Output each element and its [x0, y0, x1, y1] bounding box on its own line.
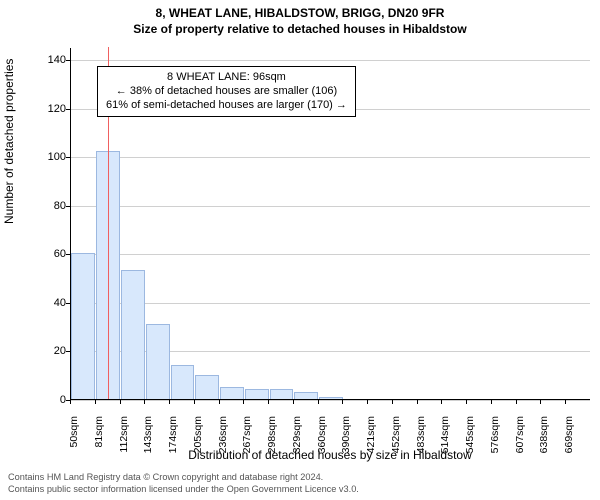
histogram-bar	[121, 270, 145, 399]
gridline	[71, 60, 590, 61]
y-tick-mark	[66, 254, 70, 255]
x-tick-label: 669sqm	[563, 416, 575, 476]
x-tick-label: 267sqm	[241, 416, 253, 476]
x-tick-mark	[293, 400, 294, 404]
chart-title-desc: Size of property relative to detached ho…	[0, 22, 600, 36]
x-tick-label: 205sqm	[192, 416, 204, 476]
x-tick-mark	[540, 400, 541, 404]
gridline	[71, 254, 590, 255]
x-tick-label: 452sqm	[390, 416, 402, 476]
y-tick-mark	[66, 60, 70, 61]
x-tick-label: 50sqm	[68, 416, 80, 476]
x-tick-label: 81sqm	[93, 416, 105, 476]
x-tick-mark	[516, 400, 517, 404]
x-tick-mark	[194, 400, 195, 404]
x-tick-label: 360sqm	[316, 416, 328, 476]
histogram-bar	[195, 375, 219, 399]
x-tick-label: 112sqm	[118, 416, 130, 476]
annotation-line: 61% of semi-detached houses are larger (…	[106, 99, 347, 113]
x-tick-mark	[491, 400, 492, 404]
x-tick-label: 143sqm	[142, 416, 154, 476]
y-tick-label: 100	[6, 151, 66, 163]
annotation-line: ← 38% of detached houses are smaller (10…	[106, 85, 347, 99]
histogram-bar	[319, 397, 343, 399]
chart-title-address: 8, WHEAT LANE, HIBALDSTOW, BRIGG, DN20 9…	[0, 6, 600, 20]
gridline	[71, 303, 590, 304]
x-tick-mark	[70, 400, 71, 404]
x-tick-mark	[144, 400, 145, 404]
y-tick-label: 20	[6, 345, 66, 357]
gridline	[71, 400, 590, 401]
x-tick-mark	[441, 400, 442, 404]
y-tick-mark	[66, 206, 70, 207]
chart-container: 8, WHEAT LANE, HIBALDSTOW, BRIGG, DN20 9…	[0, 0, 600, 500]
x-tick-mark	[95, 400, 96, 404]
x-tick-mark	[268, 400, 269, 404]
x-tick-label: 421sqm	[365, 416, 377, 476]
x-tick-mark	[367, 400, 368, 404]
plot-area: 8 WHEAT LANE: 96sqm← 38% of detached hou…	[70, 48, 590, 400]
x-tick-label: 329sqm	[291, 416, 303, 476]
x-tick-mark	[120, 400, 121, 404]
x-tick-mark	[392, 400, 393, 404]
histogram-bar	[270, 389, 294, 399]
x-tick-mark	[318, 400, 319, 404]
x-tick-label: 483sqm	[415, 416, 427, 476]
x-tick-mark	[169, 400, 170, 404]
y-tick-mark	[66, 157, 70, 158]
histogram-bar	[71, 253, 95, 399]
x-tick-label: 174sqm	[167, 416, 179, 476]
x-tick-label: 390sqm	[340, 416, 352, 476]
gridline	[71, 206, 590, 207]
x-tick-mark	[342, 400, 343, 404]
y-tick-label: 0	[6, 394, 66, 406]
x-tick-label: 236sqm	[217, 416, 229, 476]
histogram-bar	[294, 392, 318, 399]
annotation-box: 8 WHEAT LANE: 96sqm← 38% of detached hou…	[97, 66, 356, 117]
y-tick-mark	[66, 351, 70, 352]
y-tick-mark	[66, 303, 70, 304]
x-tick-mark	[565, 400, 566, 404]
y-tick-label: 140	[6, 54, 66, 66]
x-tick-mark	[466, 400, 467, 404]
x-tick-mark	[417, 400, 418, 404]
x-tick-mark	[243, 400, 244, 404]
histogram-bar	[146, 324, 170, 399]
x-tick-label: 545sqm	[464, 416, 476, 476]
histogram-bar	[220, 387, 244, 399]
y-tick-mark	[66, 109, 70, 110]
gridline	[71, 157, 590, 158]
annotation-line: 8 WHEAT LANE: 96sqm	[106, 71, 347, 85]
x-tick-label: 638sqm	[538, 416, 550, 476]
x-tick-label: 576sqm	[489, 416, 501, 476]
y-tick-label: 60	[6, 248, 66, 260]
y-tick-label: 120	[6, 103, 66, 115]
x-tick-label: 298sqm	[266, 416, 278, 476]
histogram-bar	[245, 389, 269, 399]
x-tick-label: 514sqm	[439, 416, 451, 476]
y-tick-label: 80	[6, 200, 66, 212]
x-tick-label: 607sqm	[514, 416, 526, 476]
y-tick-label: 40	[6, 297, 66, 309]
footer-line-2: Contains public sector information licen…	[8, 484, 592, 496]
x-tick-mark	[219, 400, 220, 404]
histogram-bar	[171, 365, 195, 399]
